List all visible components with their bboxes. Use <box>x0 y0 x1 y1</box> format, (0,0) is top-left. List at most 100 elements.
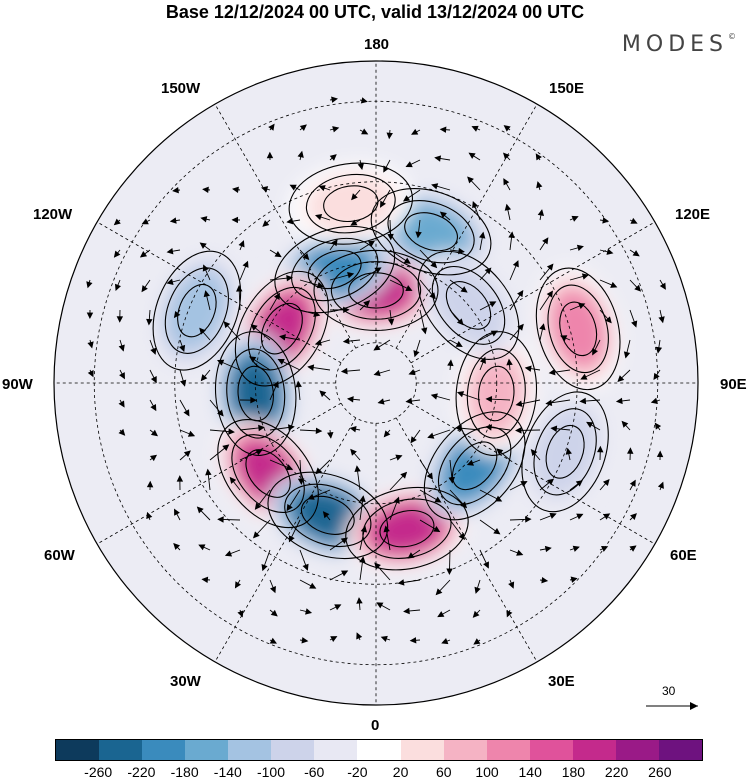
wind-arrow-head <box>174 508 180 516</box>
logo-text: MODES <box>621 32 728 57</box>
contour-layer <box>152 162 621 571</box>
wind-arrow-head <box>149 454 158 462</box>
wind-arrow-head <box>427 432 435 439</box>
height-contour <box>217 418 319 529</box>
colorbar-tick-label: 20 <box>392 764 409 780</box>
wind-arrow-head <box>403 607 410 615</box>
wind-arrow-head <box>387 318 395 326</box>
wind-arrow-head <box>319 390 327 398</box>
wind-arrow-head <box>525 516 532 523</box>
wind-arrow-head <box>653 372 660 381</box>
wind-arrow-head <box>405 285 413 291</box>
wind-arrow-head <box>560 335 568 342</box>
wind-arrow-head <box>474 586 481 594</box>
meridian-line <box>214 417 357 663</box>
height-contour <box>535 267 621 391</box>
wind-arrow-head <box>351 193 358 201</box>
wind-arrow-head <box>380 635 388 642</box>
wind-arrow-head <box>287 424 295 431</box>
wind-arrow-head <box>334 604 342 611</box>
wind-arrow-head <box>472 610 480 618</box>
wind-arrow-head <box>656 450 664 458</box>
height-contour <box>387 200 475 264</box>
wind-arrow-head <box>315 427 323 435</box>
wind-arrow-head <box>504 203 512 211</box>
latitude-circle <box>174 181 578 585</box>
wind-arrow-head <box>659 282 666 290</box>
wind-arrow-head <box>237 610 244 618</box>
anomaly-band <box>305 173 397 235</box>
wind-arrow-head <box>579 397 587 405</box>
wind-arrow-head <box>258 424 265 432</box>
wind-arrow-head <box>650 397 658 404</box>
wind-arrow-head <box>289 184 297 191</box>
wind-arrow-head <box>322 511 330 519</box>
meridian-line <box>214 103 357 349</box>
wind-arrow-head <box>441 638 449 645</box>
height-contour <box>345 486 469 571</box>
colorbar-segment <box>658 740 702 760</box>
wind-arrow-head <box>262 220 270 227</box>
wind-arrow-head <box>597 445 604 453</box>
wind-arrow-head <box>118 400 125 408</box>
wind-arrow-head <box>541 577 549 584</box>
lon-label-90e: 90E <box>720 376 747 393</box>
wind-arrow-head <box>434 496 442 503</box>
wind-arrow-head <box>413 350 420 358</box>
height-contour <box>451 441 498 491</box>
wind-arrow-head <box>113 218 121 226</box>
wind-arrow-head <box>196 506 204 514</box>
wind-arrow-head <box>546 263 554 271</box>
wind-arrow-head <box>547 478 555 486</box>
wind-arrow-head <box>515 400 523 407</box>
wind-arrow-head <box>571 215 579 222</box>
wind-arrow-head <box>621 420 629 428</box>
wind-arrow-head <box>435 588 443 596</box>
lon-label-90w: 90W <box>2 376 33 393</box>
wind-arrow-head <box>229 476 237 484</box>
wind-arrow-head <box>448 476 456 484</box>
wind-arrow-head <box>330 636 338 643</box>
reference-vector <box>646 702 698 710</box>
height-contour <box>323 185 379 223</box>
height-contour <box>547 284 609 374</box>
colorbar-segment <box>56 740 100 760</box>
wind-arrow-head <box>471 125 479 132</box>
height-contour <box>379 509 435 548</box>
wind-arrow-head <box>456 391 465 398</box>
colorbar-segment <box>185 740 229 760</box>
meridian-line <box>395 103 538 349</box>
wind-arrow-head <box>575 480 583 487</box>
wind-arrow-head <box>576 244 584 252</box>
wind-arrow-head <box>570 576 578 583</box>
wind-arrow-head <box>183 450 191 458</box>
wind-arrow-head <box>331 239 338 247</box>
meridian-line <box>410 402 656 545</box>
wind-arrow-head <box>565 447 572 455</box>
height-contour <box>445 281 492 330</box>
wind-arrow-head <box>150 347 157 355</box>
wind-arrow-head <box>580 373 588 380</box>
colorbar-segment <box>228 740 272 760</box>
wind-arrow-head <box>176 475 184 482</box>
wind-arrow-head <box>576 513 584 520</box>
wind-arrow-head <box>203 290 210 298</box>
wind-arrow-head <box>479 231 486 239</box>
meridian-line <box>395 417 538 663</box>
height-contour <box>226 348 286 439</box>
wind-arrow-head <box>376 602 384 609</box>
wind-arrow-head <box>217 359 225 366</box>
wind-arrow-head <box>274 251 282 258</box>
wind-arrow-head <box>506 610 513 618</box>
wind-arrow-head <box>447 359 454 367</box>
wind-arrow-head <box>356 597 363 604</box>
wind-arrow-head <box>150 429 158 437</box>
lon-label-120e: 120E <box>675 206 711 223</box>
wind-arrow-head <box>460 286 468 293</box>
wind-arrow-head <box>173 310 181 319</box>
wind-arrow-head <box>493 528 501 535</box>
wind-arrow-head <box>150 376 157 384</box>
wind-arrow-head <box>360 97 368 104</box>
wind-arrow-head <box>581 273 589 280</box>
wind-arrow-head <box>535 153 542 161</box>
